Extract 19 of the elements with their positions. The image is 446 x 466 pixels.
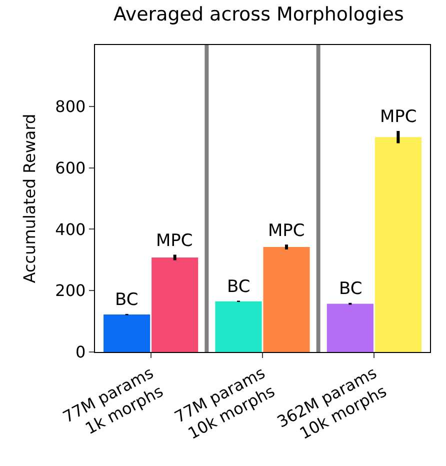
text: BC <box>339 279 362 299</box>
series-label: BC <box>227 277 250 297</box>
y-tick-label: 200 <box>55 281 86 300</box>
y-tick-label: 400 <box>55 220 86 239</box>
bar <box>374 137 422 352</box>
chart-title: Averaged across Morphologies <box>113 3 404 26</box>
text: MPC <box>156 231 193 251</box>
series-label: MPC <box>268 221 305 241</box>
bar <box>215 301 262 352</box>
text: MPC <box>380 107 417 127</box>
bar <box>326 304 374 352</box>
y-tick-label: 0 <box>76 342 86 362</box>
y-tick-label: 800 <box>55 97 86 116</box>
bar <box>263 247 310 352</box>
y-axis-title: Accumulated Reward <box>20 114 40 284</box>
bar <box>152 257 198 352</box>
text: BC <box>115 290 138 310</box>
bar <box>104 314 150 352</box>
y-tick-label: 600 <box>55 158 86 178</box>
